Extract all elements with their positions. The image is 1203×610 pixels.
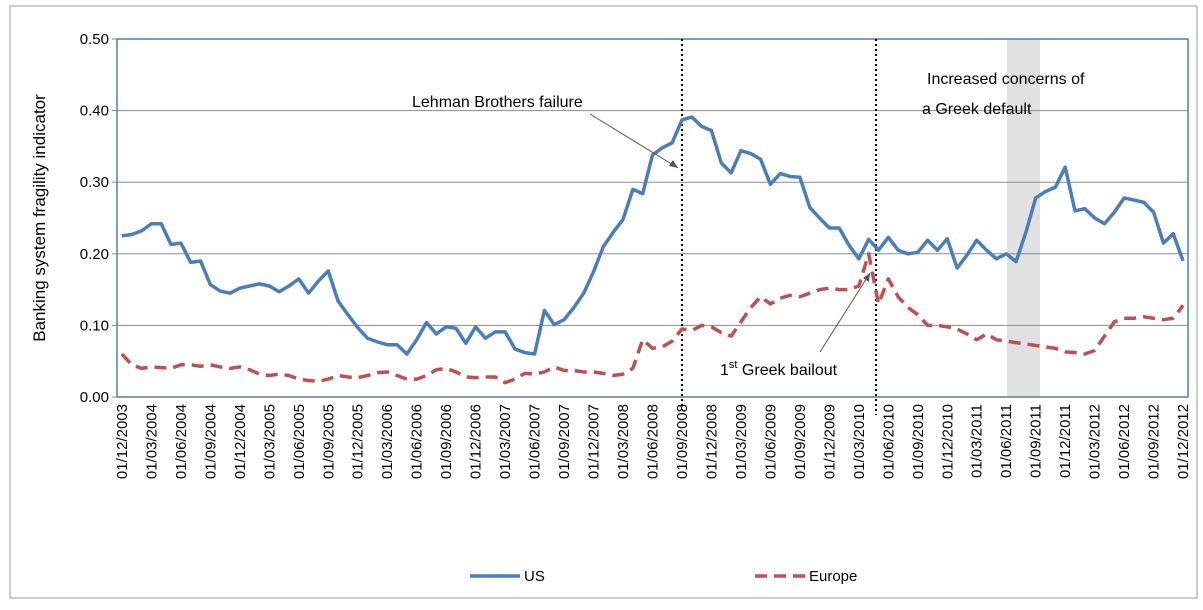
x-tick-label: 01/12/2009	[821, 404, 838, 479]
x-tick-label: 01/12/2004	[232, 404, 249, 479]
legend-label: US	[524, 568, 545, 585]
x-tick-label: 01/12/2008	[703, 404, 720, 479]
x-tick-label: 01/06/2012	[1116, 404, 1133, 479]
annotation: Lehman Brothers failure	[412, 94, 583, 111]
x-tick-label: 01/09/2012	[1146, 404, 1163, 479]
x-tick-label: 01/06/2008	[645, 404, 662, 479]
annotation: Increased concerns of	[927, 71, 1085, 88]
x-tick-label: 01/06/2009	[762, 404, 779, 479]
x-tick-label: 01/12/2007	[586, 404, 603, 479]
y-tick-label: 0.30	[80, 174, 109, 191]
y-axis-title: Banking system fragility indicator	[30, 94, 49, 342]
annotation-sup: st	[729, 359, 738, 371]
x-tick-label: 01/09/2008	[674, 404, 691, 479]
x-tick-label: 01/03/2008	[615, 404, 632, 479]
x-tick-label: 01/03/2010	[851, 404, 868, 479]
arrow-head	[669, 160, 678, 168]
x-tick-label: 01/06/2007	[527, 404, 544, 479]
x-tick-label: 01/03/2007	[497, 404, 514, 479]
x-tick-label: 01/03/2009	[733, 404, 750, 479]
annotation-arrow	[819, 272, 871, 353]
annotation: 1st Greek bailout	[720, 359, 838, 379]
series-line	[121, 115, 1185, 356]
annotation-part: Greek bailout	[737, 362, 837, 379]
x-tick-label: 01/03/2012	[1087, 404, 1104, 479]
y-tick-label: 0.50	[80, 31, 109, 48]
x-tick-label: 01/12/2010	[939, 404, 956, 479]
chart-frame	[9, 5, 1198, 599]
series-lines	[120, 115, 1185, 385]
x-tick-label: 01/03/2011	[969, 404, 986, 478]
series-line	[120, 252, 1185, 385]
x-tick-label: 01/09/2009	[792, 404, 809, 479]
x-tick-label: 01/09/2011	[1028, 404, 1045, 478]
annotation: a Greek default	[922, 101, 1032, 118]
x-tick-label: 01/06/2011	[998, 404, 1015, 478]
x-tick-label: 01/06/2005	[291, 404, 308, 479]
x-tick-label: 01/12/2003	[114, 404, 131, 479]
x-tick-label: 01/06/2004	[173, 404, 190, 479]
x-tick-label: 01/12/2005	[350, 404, 367, 479]
y-tick-label: 0.00	[80, 389, 109, 406]
annotation-part: 1	[720, 362, 729, 379]
y-tick-label: 0.10	[80, 317, 109, 334]
annotation-arrow	[589, 113, 679, 169]
legend: US Europe	[470, 568, 857, 585]
x-tick-label: 01/09/2006	[438, 404, 455, 479]
x-tick-label: 01/12/2011	[1057, 404, 1074, 478]
x-tick-label: 01/09/2005	[320, 404, 337, 479]
x-tick-label: 01/12/2006	[468, 404, 485, 479]
x-tick-label: 01/09/2004	[202, 404, 219, 479]
x-tick-label: 01/03/2006	[379, 404, 396, 479]
x-tick-label: 01/03/2005	[261, 404, 278, 479]
x-tick-label: 01/06/2010	[880, 404, 897, 479]
y-tick-label: 0.40	[80, 103, 109, 120]
shaded-period	[1007, 39, 1040, 397]
x-tick-label: 01/09/2007	[556, 404, 573, 479]
x-tick-label: 01/09/2010	[910, 404, 927, 479]
y-tick-label: 0.20	[80, 246, 109, 263]
legend-label: Europe	[809, 568, 857, 585]
x-tick-label: 01/03/2004	[143, 404, 160, 479]
x-tick-label: 01/12/2012	[1175, 404, 1192, 479]
x-tick-label: 01/06/2006	[409, 404, 426, 479]
arrow-head	[863, 273, 870, 282]
